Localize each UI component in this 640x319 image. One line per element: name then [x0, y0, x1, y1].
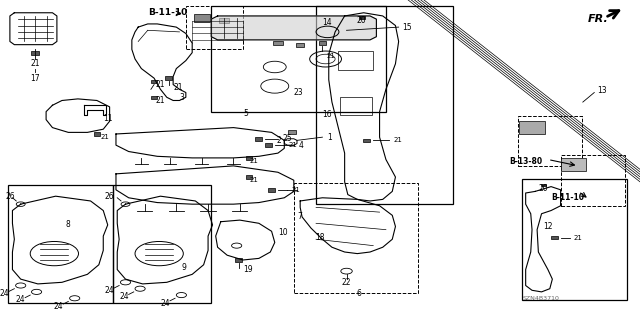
Bar [518, 116, 582, 166]
Text: 24: 24 [161, 299, 170, 308]
Bar [364, 138, 371, 142]
Text: 9: 9 [181, 263, 186, 272]
Bar [522, 179, 627, 300]
Text: 22: 22 [342, 278, 351, 287]
Text: 4: 4 [298, 141, 303, 150]
Bar [519, 121, 545, 134]
Text: 21: 21 [100, 134, 109, 140]
Text: B-11-10: B-11-10 [552, 193, 585, 202]
Text: 26: 26 [5, 192, 15, 201]
Bar [246, 175, 252, 179]
Bar [246, 156, 252, 160]
Bar [339, 51, 373, 70]
Bar [93, 132, 100, 136]
Text: 6: 6 [356, 289, 361, 298]
Text: 8: 8 [66, 220, 70, 229]
Text: 7: 7 [298, 212, 303, 221]
Bar [151, 96, 157, 99]
Text: 12: 12 [543, 222, 552, 231]
Text: 16: 16 [323, 110, 332, 119]
Text: 24: 24 [0, 289, 10, 298]
Text: 18: 18 [315, 233, 324, 242]
Text: 10: 10 [278, 228, 287, 237]
Text: 19: 19 [243, 265, 253, 274]
Text: 21: 21 [394, 137, 403, 143]
Text: 13: 13 [597, 86, 607, 95]
Bar [268, 188, 275, 191]
Text: 21: 21 [289, 142, 298, 148]
Bar [296, 43, 304, 47]
Bar [294, 183, 418, 293]
Polygon shape [211, 16, 376, 40]
Text: 24: 24 [54, 302, 63, 311]
Text: B-13-80: B-13-80 [509, 157, 542, 166]
Bar [265, 144, 272, 147]
Text: 24: 24 [16, 295, 26, 304]
Text: 26: 26 [104, 192, 114, 201]
Text: 3: 3 [179, 93, 184, 102]
Text: 17: 17 [31, 74, 40, 83]
Text: 1: 1 [328, 133, 332, 142]
Bar [165, 76, 172, 80]
Text: 15: 15 [403, 23, 412, 32]
Bar [288, 130, 296, 134]
Text: 21: 21 [327, 53, 336, 59]
Bar [340, 97, 372, 115]
Text: 21: 21 [155, 80, 164, 89]
Text: FR.: FR. [588, 14, 609, 24]
Bar [151, 80, 157, 83]
Text: 24: 24 [105, 286, 115, 295]
Text: 24: 24 [120, 292, 129, 301]
Text: 11: 11 [103, 114, 113, 122]
Text: 21: 21 [573, 235, 582, 241]
Text: 21: 21 [292, 187, 301, 193]
Bar [316, 6, 452, 204]
Bar [359, 16, 365, 19]
Bar [211, 6, 386, 112]
Bar [8, 185, 113, 303]
Bar [235, 258, 242, 262]
Text: SZN4B3710: SZN4B3710 [523, 296, 560, 301]
Text: 20: 20 [539, 184, 548, 193]
Text: 21: 21 [31, 59, 40, 68]
Bar [561, 158, 586, 171]
Text: 21: 21 [250, 177, 259, 183]
Bar [194, 14, 210, 22]
Bar [541, 184, 547, 186]
Text: 20: 20 [357, 16, 367, 25]
Bar [113, 185, 211, 303]
Text: 21: 21 [155, 96, 164, 105]
Text: 5: 5 [244, 109, 248, 118]
Bar [255, 137, 262, 140]
Bar [219, 18, 228, 23]
Text: 14: 14 [323, 18, 332, 27]
Bar [319, 41, 326, 45]
Text: 2: 2 [276, 136, 281, 145]
Bar [186, 6, 243, 49]
Bar [551, 236, 557, 239]
Text: 21: 21 [250, 158, 259, 164]
Text: B-11-10: B-11-10 [148, 8, 187, 17]
Bar [561, 155, 625, 206]
Text: 25: 25 [282, 134, 292, 143]
Bar [273, 41, 283, 45]
Text: 23: 23 [294, 88, 303, 97]
Text: 21: 21 [173, 83, 182, 92]
Bar [31, 51, 39, 55]
